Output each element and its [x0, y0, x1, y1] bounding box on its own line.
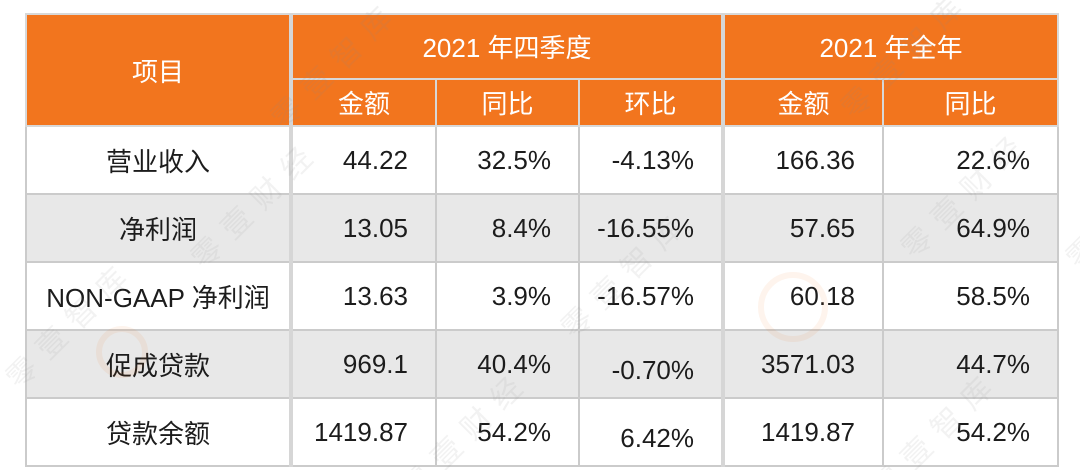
- subheader-q4-yoy: 同比: [435, 78, 580, 127]
- row-label-cell: 净利润: [25, 193, 292, 263]
- row-label-cell: 贷款余额: [25, 397, 292, 467]
- value-cell: 44.7%: [881, 329, 1060, 399]
- value-cell: 64.9%: [881, 193, 1060, 263]
- row-label-cell: NON-GAAP 净利润: [25, 261, 292, 331]
- table-row-non-gaap-net-profit: NON-GAAP 净利润 13.63 3.9% -16.57% 60.18 58…: [25, 261, 1060, 331]
- value-cell: 32.5%: [435, 125, 580, 195]
- table-row-loans-facilitated: 促成贷款 969.1 40.4% -0.70% 3571.03 44.7%: [25, 329, 1060, 399]
- value-cell: 22.6%: [881, 125, 1060, 195]
- subheader-fy-yoy: 同比: [881, 78, 1060, 127]
- header-sub-row: 金额 同比 环比 金额 同比: [26, 78, 1060, 127]
- subheader-q4-amount: 金额: [289, 78, 437, 127]
- table-row-net-profit: 净利润 13.05 8.4% -16.55% 57.65 64.9%: [25, 193, 1060, 263]
- value-cell: 44.22: [289, 125, 437, 195]
- header-group-fy-2021: 2021 年全年: [720, 13, 1060, 80]
- quarterly-results-table: 项目 2021 年四季度 2021 年全年 金额 同比 环比 金额 同比 营业收…: [25, 13, 1060, 467]
- value-cell: 54.2%: [435, 397, 580, 467]
- table-row-revenue: 营业收入 44.22 32.5% -4.13% 166.36 22.6%: [25, 125, 1060, 195]
- value-cell: 1419.87: [721, 397, 884, 467]
- table-row-loan-balance: 贷款余额 1419.87 54.2% 6.42% 1419.87 54.2%: [25, 397, 1060, 467]
- value-cell: -16.55%: [578, 193, 724, 263]
- value-cell: 969.1: [289, 329, 437, 399]
- value-cell: 54.2%: [881, 397, 1060, 467]
- value-cell: 3.9%: [435, 261, 580, 331]
- value-cell: 58.5%: [881, 261, 1060, 331]
- value-cell: 1419.87: [289, 397, 437, 467]
- value-cell: -4.13%: [578, 125, 724, 195]
- value-cell: 3571.03: [721, 329, 884, 399]
- value-cell: 6.42%: [578, 397, 724, 467]
- value-cell: -0.70%: [578, 329, 724, 399]
- value-cell: 8.4%: [435, 193, 580, 263]
- value-cell: 40.4%: [435, 329, 580, 399]
- value-cell: 166.36: [721, 125, 884, 195]
- value-cell: 13.05: [289, 193, 437, 263]
- row-label-cell: 营业收入: [25, 125, 292, 195]
- header-group-q4-2021: 2021 年四季度: [289, 13, 724, 80]
- value-cell: 13.63: [289, 261, 437, 331]
- header-group-row: 项目 2021 年四季度 2021 年全年: [25, 13, 1060, 127]
- value-cell: 57.65: [721, 193, 884, 263]
- value-cell: 60.18: [721, 261, 884, 331]
- subheader-q4-qoq: 环比: [578, 78, 724, 127]
- header-cell-item: 项目: [25, 13, 292, 127]
- row-label-cell: 促成贷款: [25, 329, 292, 399]
- subheader-fy-amount: 金额: [721, 78, 884, 127]
- value-cell: -16.57%: [578, 261, 724, 331]
